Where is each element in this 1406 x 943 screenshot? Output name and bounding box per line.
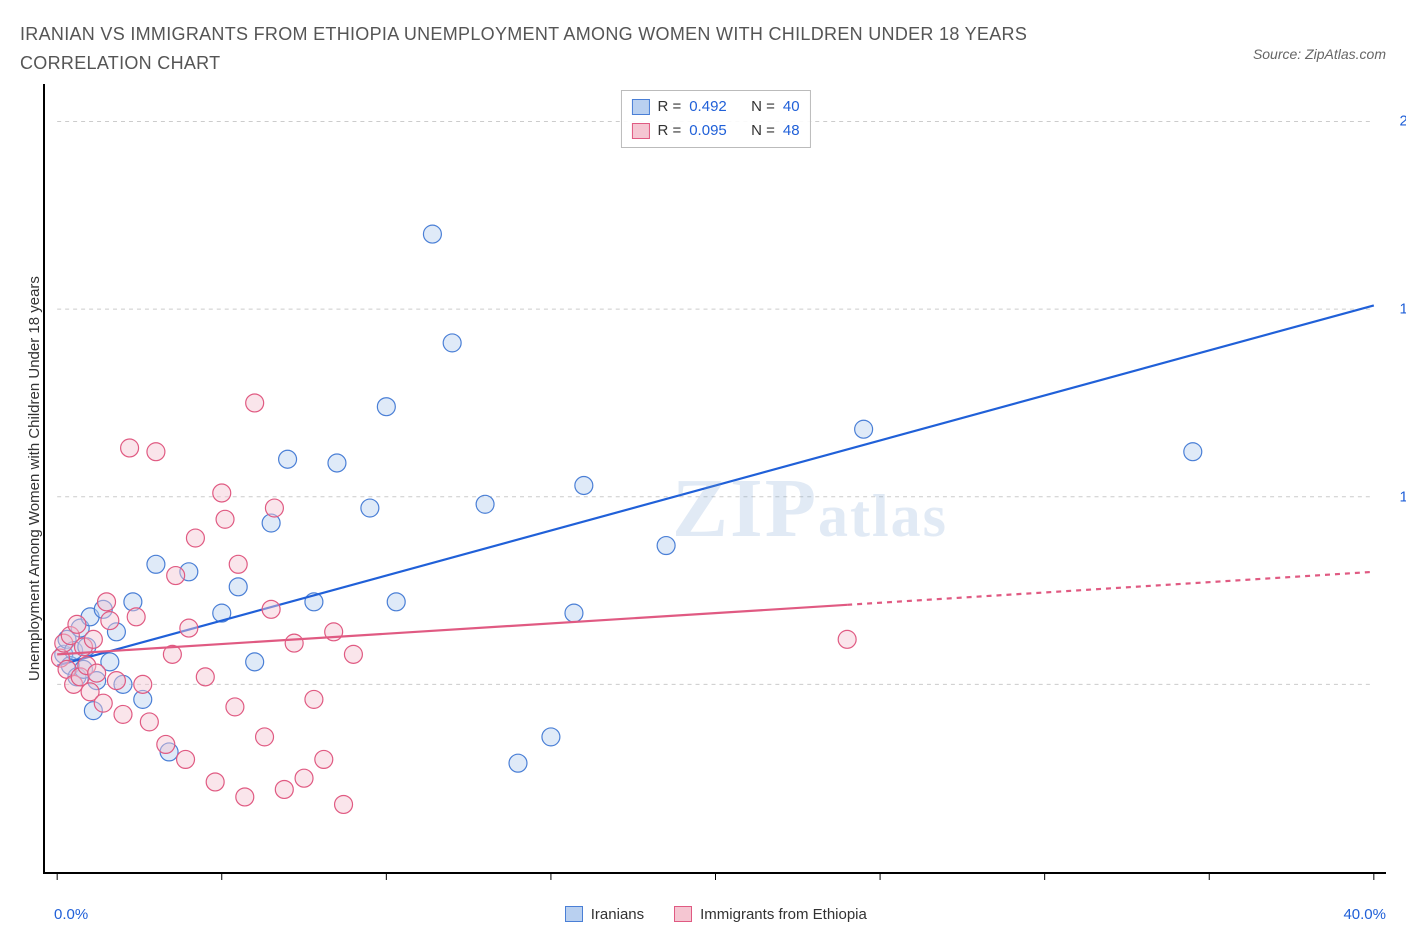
data-point xyxy=(157,735,175,753)
y-tick-label: 10.0% xyxy=(1399,489,1406,506)
data-point xyxy=(423,225,441,243)
data-point xyxy=(387,592,405,610)
data-point xyxy=(114,705,132,723)
data-point xyxy=(377,397,395,415)
legend-series-label: Iranians xyxy=(591,906,644,923)
data-point xyxy=(101,611,119,629)
data-point xyxy=(140,713,158,731)
data-point xyxy=(279,450,297,468)
legend-correlation-row: R = 0.095 N = 48 xyxy=(631,119,799,143)
data-point xyxy=(344,645,362,663)
data-point xyxy=(256,728,274,746)
data-point xyxy=(68,615,86,633)
data-point xyxy=(262,600,280,618)
data-point xyxy=(838,630,856,648)
data-point xyxy=(509,754,527,772)
legend-correlation: R = 0.492 N = 40 R = 0.095 N = 48 xyxy=(620,90,810,148)
legend-swatch-iranians-icon xyxy=(565,906,583,922)
data-point xyxy=(657,536,675,554)
y-tick-label: 15.0% xyxy=(1399,301,1406,318)
data-point xyxy=(315,750,333,768)
data-point xyxy=(236,788,254,806)
data-point xyxy=(246,394,264,412)
legend-swatch-ethiopia-icon xyxy=(631,123,649,139)
data-point xyxy=(186,529,204,547)
data-point xyxy=(180,619,198,637)
data-point xyxy=(335,795,353,813)
legend-series-label: Immigrants from Ethiopia xyxy=(700,906,867,923)
data-point xyxy=(226,698,244,716)
data-point xyxy=(88,664,106,682)
data-point xyxy=(147,442,165,460)
legend-series-item: Iranians xyxy=(565,906,644,923)
plot-area: R = 0.492 N = 40 R = 0.095 N = 48 ZIPatl… xyxy=(43,84,1386,874)
data-point xyxy=(285,634,303,652)
x-axis-end-label: 40.0% xyxy=(1343,906,1386,923)
chart-container: IRANIAN VS IMMIGRANTS FROM ETHIOPIA UNEM… xyxy=(20,20,1386,923)
y-axis-label: Unemployment Among Women with Children U… xyxy=(20,179,43,779)
data-point xyxy=(295,769,313,787)
data-point xyxy=(275,780,293,798)
data-point xyxy=(229,555,247,573)
data-point xyxy=(476,495,494,513)
data-point xyxy=(167,566,185,584)
data-point xyxy=(1184,442,1202,460)
legend-r-value: 0.095 xyxy=(689,119,727,143)
legend-correlation-row: R = 0.492 N = 40 xyxy=(631,95,799,119)
data-point xyxy=(134,675,152,693)
data-point xyxy=(246,652,264,670)
plot-wrapper: Unemployment Among Women with Children U… xyxy=(20,84,1386,874)
data-point xyxy=(127,607,145,625)
data-point xyxy=(147,555,165,573)
data-point xyxy=(229,577,247,595)
legend-n-label: N = xyxy=(751,95,775,119)
chart-header: IRANIAN VS IMMIGRANTS FROM ETHIOPIA UNEM… xyxy=(20,20,1386,78)
legend-n-label: N = xyxy=(751,119,775,143)
y-tick-label: 20.0% xyxy=(1399,113,1406,130)
regression-line-extrapolated xyxy=(847,571,1374,604)
source-credit: Source: ZipAtlas.com xyxy=(1253,20,1386,62)
data-point xyxy=(265,499,283,517)
plot-svg xyxy=(45,84,1386,872)
data-point xyxy=(177,750,195,768)
data-point xyxy=(542,728,560,746)
chart-title: IRANIAN VS IMMIGRANTS FROM ETHIOPIA UNEM… xyxy=(20,20,1120,78)
data-point xyxy=(98,592,116,610)
legend-series-and-xaxis: 0.0% Iranians Immigrants from Ethiopia 4… xyxy=(20,906,1386,923)
regression-line xyxy=(57,305,1374,665)
data-point xyxy=(94,694,112,712)
data-point xyxy=(84,630,102,648)
data-point xyxy=(575,476,593,494)
regression-line xyxy=(57,604,847,654)
data-point xyxy=(855,420,873,438)
data-point xyxy=(328,454,346,472)
legend-n-value: 48 xyxy=(783,119,800,143)
data-point xyxy=(206,773,224,791)
data-point xyxy=(443,334,461,352)
legend-r-value: 0.492 xyxy=(689,95,727,119)
legend-n-value: 40 xyxy=(783,95,800,119)
x-axis-start-label: 0.0% xyxy=(54,906,88,923)
data-point xyxy=(196,667,214,685)
legend-r-label: R = xyxy=(657,119,681,143)
data-point xyxy=(565,604,583,622)
data-point xyxy=(305,690,323,708)
data-point xyxy=(121,439,139,457)
data-point xyxy=(213,484,231,502)
legend-series: Iranians Immigrants from Ethiopia xyxy=(565,906,867,923)
legend-series-item: Immigrants from Ethiopia xyxy=(674,906,867,923)
data-point xyxy=(361,499,379,517)
legend-swatch-ethiopia-icon xyxy=(674,906,692,922)
legend-swatch-iranians-icon xyxy=(631,99,649,115)
data-point xyxy=(216,510,234,528)
legend-r-label: R = xyxy=(657,95,681,119)
data-point xyxy=(107,671,125,689)
